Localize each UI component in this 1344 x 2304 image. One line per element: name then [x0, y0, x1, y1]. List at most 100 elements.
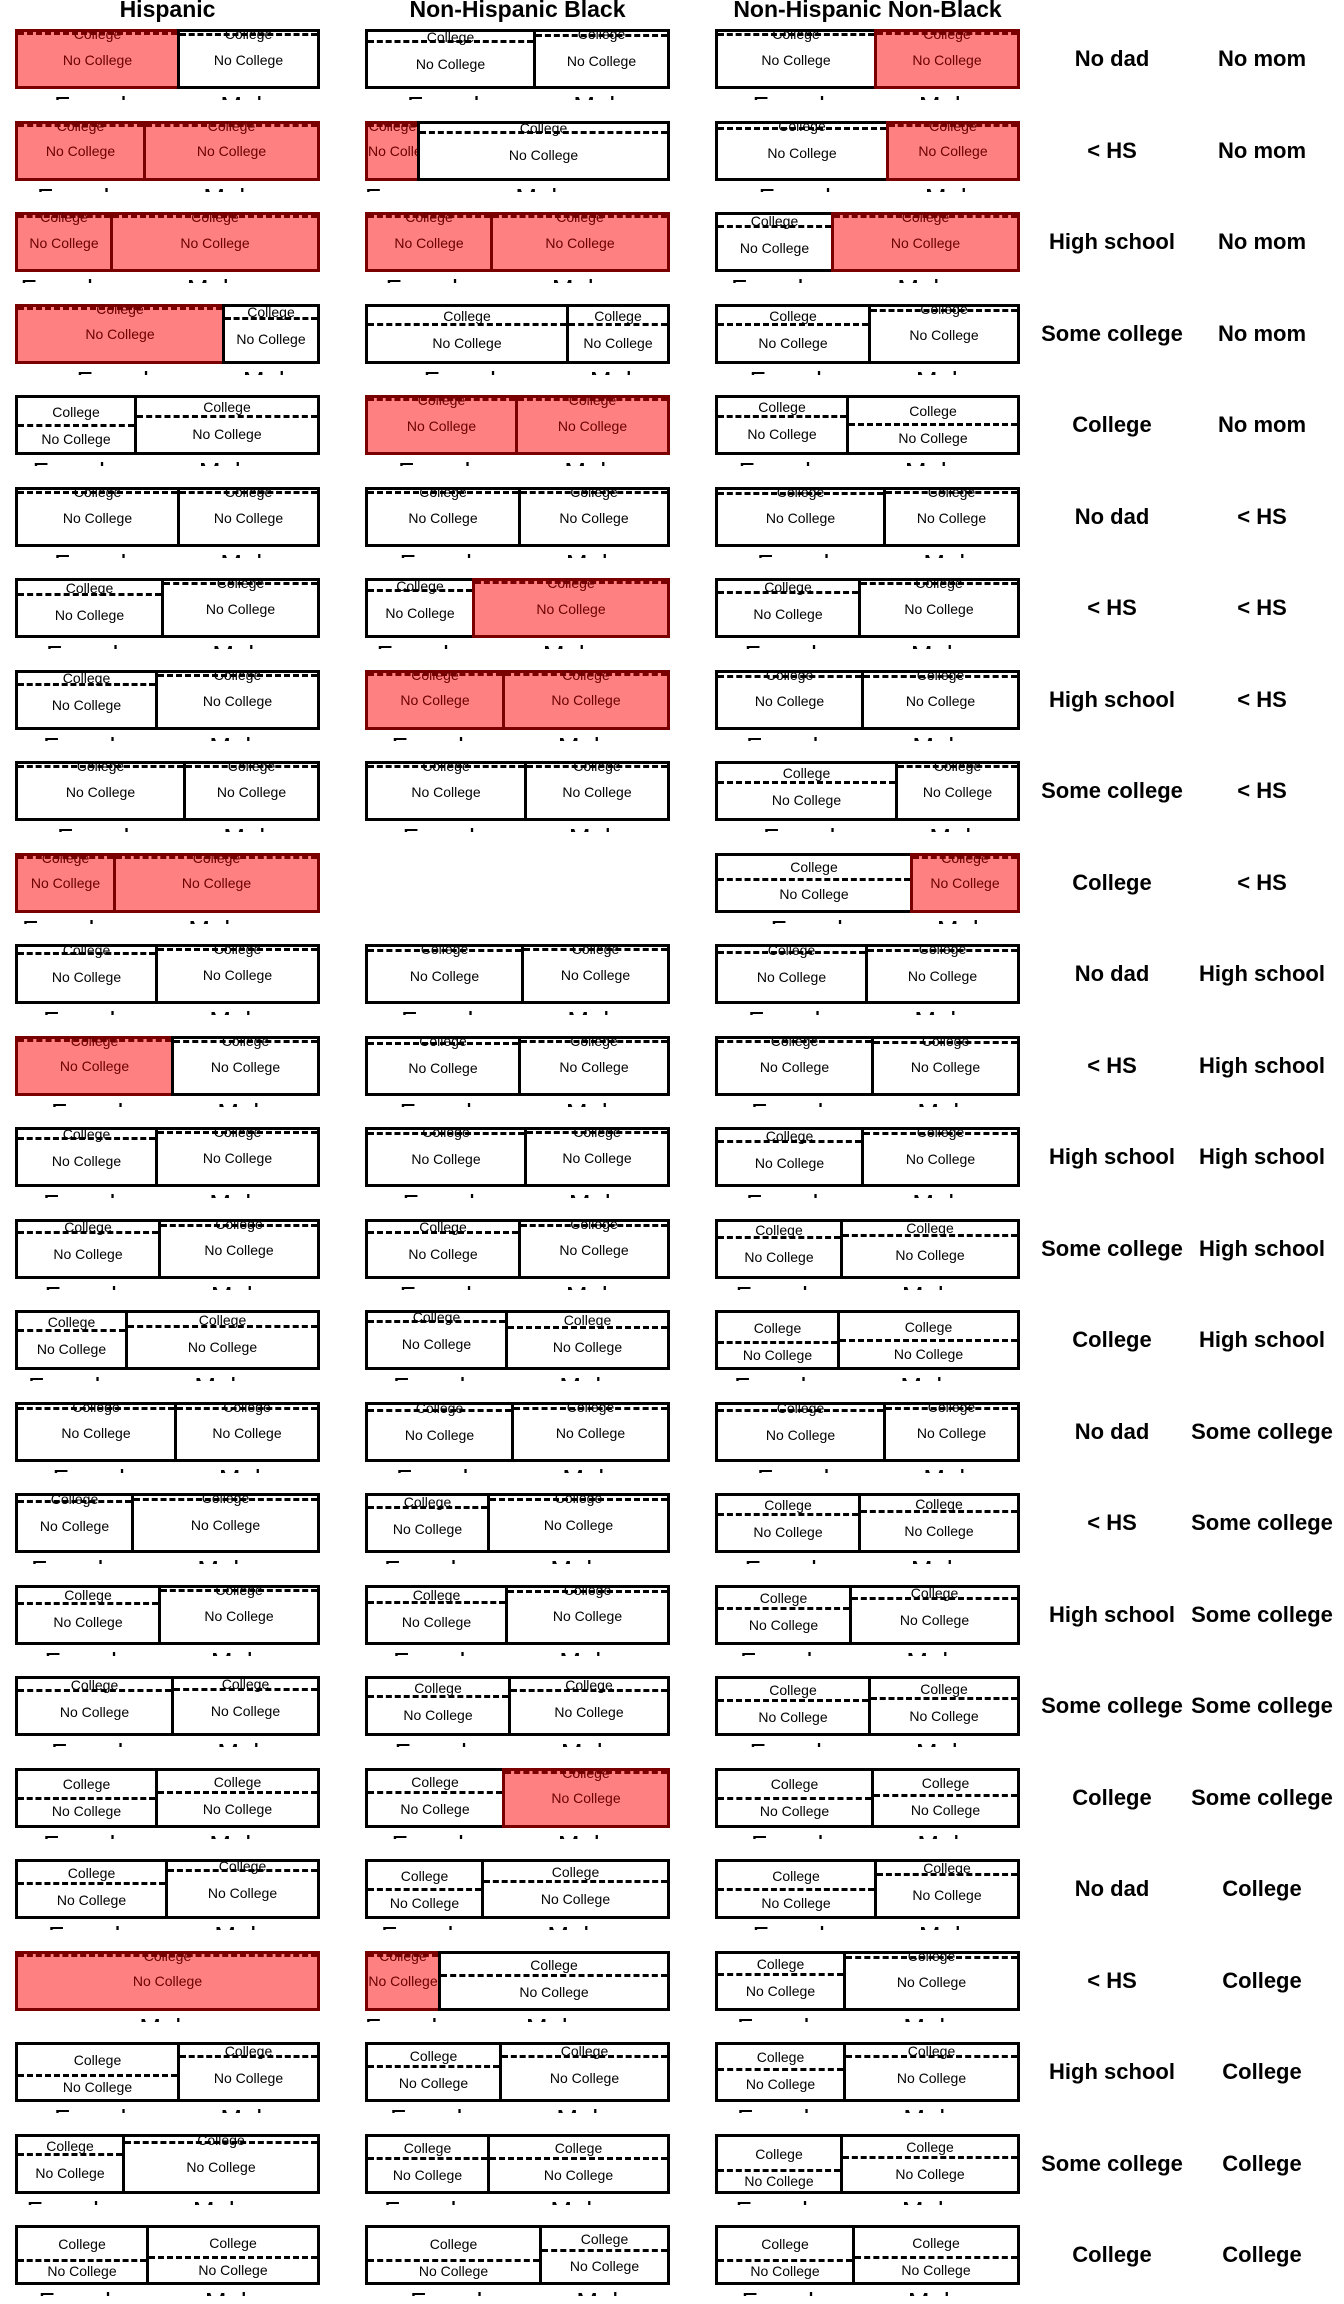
mosaic-cell: College No College [171, 1676, 320, 1736]
mosaic-cell: College No College [417, 120, 670, 181]
college-label: College [570, 1032, 618, 1049]
college-label: College [778, 118, 826, 135]
mosaic-panel: College No College Female College No College… [15, 301, 320, 375]
college-divider [161, 1223, 317, 1227]
sex-label: Male [417, 183, 670, 192]
no-college-label: No College [411, 1150, 481, 1167]
college-divider [368, 1600, 505, 1604]
no-college-label: No College [210, 1058, 281, 1075]
no-college-label: No College [754, 693, 825, 710]
sex-label: Male [874, 1921, 1020, 1930]
no-college-label: No College [918, 143, 988, 160]
sex-label: Male [438, 2013, 670, 2022]
mosaic-panel: College No College Female College No College… [715, 1493, 1020, 1564]
mosaic-cell: College No College [715, 303, 871, 364]
college-label: College [921, 1774, 970, 1791]
mosaic-cell: College No College [715, 2133, 843, 2194]
sex-label: Female [365, 2287, 542, 2296]
college-label: College [192, 849, 241, 866]
college-label: College [191, 209, 239, 225]
no-college-label: No College [403, 1706, 473, 1723]
no-college-label: No College [907, 967, 978, 984]
no-college-label: No College [204, 1242, 274, 1259]
college-label: College [782, 765, 831, 782]
college-label: College [46, 2137, 94, 2154]
college-divider [18, 2259, 146, 2263]
college-label: College [556, 209, 604, 225]
college-label: College [566, 1398, 615, 1415]
sex-label: Female [715, 1555, 861, 1564]
college-label: College [765, 1127, 814, 1144]
sex-label: Female [365, 1281, 521, 1290]
college-label: College [769, 1681, 817, 1698]
no-college-label: No College [389, 1894, 460, 1911]
college-divider [475, 581, 667, 585]
sex-label: Male [487, 2196, 670, 2205]
college-divider [368, 323, 566, 327]
mosaic-cell: College No College [15, 1218, 161, 1279]
sex-label: Male [125, 1372, 320, 1381]
no-college-label: No College [543, 2166, 614, 2183]
mosaic-cell: College No College [15, 395, 137, 455]
sex-label: Female [715, 1464, 886, 1473]
mosaic-cell: College No College [840, 2133, 1020, 2194]
college-divider [898, 765, 1017, 769]
sex-label: Male [161, 640, 320, 649]
no-college-label: No College [61, 1425, 131, 1442]
mosaic-cell: College No College [871, 1767, 1020, 1828]
college-label: College [906, 1220, 954, 1237]
no-college-label: No College [905, 1150, 976, 1167]
college-label: College [912, 2234, 960, 2251]
no-college-label: No College [385, 604, 455, 621]
mosaic-cell: College No College [871, 1033, 1020, 1096]
mosaic-panel: College No College Female College No College… [715, 941, 1020, 1015]
college-label: College [573, 758, 621, 774]
no-college-label: No College [51, 969, 122, 986]
no-college-label: No College [753, 605, 823, 622]
college-label: College [379, 1947, 427, 1964]
college-label: College [203, 399, 251, 416]
no-college-label: No College [180, 234, 250, 251]
no-college-label: No College [753, 1524, 823, 1541]
mosaic-cell: College No College [365, 1584, 508, 1645]
no-college-label: No College [401, 1336, 472, 1353]
dad-education-label: < HS [1087, 137, 1137, 163]
no-college-label: No College [562, 1150, 632, 1167]
dad-education-label: No dad [1074, 1418, 1150, 1444]
college-label: College [218, 1858, 267, 1875]
sex-label: Male [840, 1281, 1020, 1290]
college-label: College [403, 2139, 452, 2156]
sex-label: Male [155, 1189, 320, 1198]
sex-label: Male [518, 549, 670, 558]
sex-label: Male [113, 915, 320, 924]
mosaic-panel: College No College Female College No College… [15, 1310, 320, 1381]
mosaic-cell: College No College [490, 209, 670, 272]
no-college-label: No College [549, 2069, 620, 2086]
college-label: College [70, 1032, 119, 1049]
college-divider [861, 582, 1017, 586]
mosaic-cell: College No College [161, 575, 320, 638]
mosaic-panel: College No College Female College No College… [15, 758, 320, 832]
college-label: College [770, 1776, 819, 1793]
mosaic-cell: College No College [158, 1216, 320, 1279]
no-college-label: No College [29, 234, 99, 251]
college-label: College [62, 1776, 111, 1793]
mosaic-cell: College No College [365, 209, 493, 272]
mosaic-panel: College No College Female College No College… [715, 1124, 1020, 1198]
college-label: College [772, 1867, 820, 1884]
college-label: College [403, 1493, 452, 1510]
mosaic-cell: College No College [365, 667, 505, 730]
mosaic-cell: College No College [868, 301, 1020, 364]
sex-label: Male [539, 2287, 670, 2296]
mosaic-cell: College No College [15, 2225, 149, 2285]
college-label: College [790, 859, 838, 876]
college-divider [18, 1881, 165, 1885]
college-label: College [213, 666, 262, 683]
mosaic-cell: College No College [533, 26, 670, 89]
no-college-label: No College [400, 692, 470, 709]
college-label: College [906, 2139, 954, 2156]
mosaic-cell: College No College [155, 1767, 320, 1828]
college-label: College [41, 849, 90, 866]
mosaic-cell: College No College [715, 1400, 886, 1462]
sex-label: Female [15, 915, 116, 924]
